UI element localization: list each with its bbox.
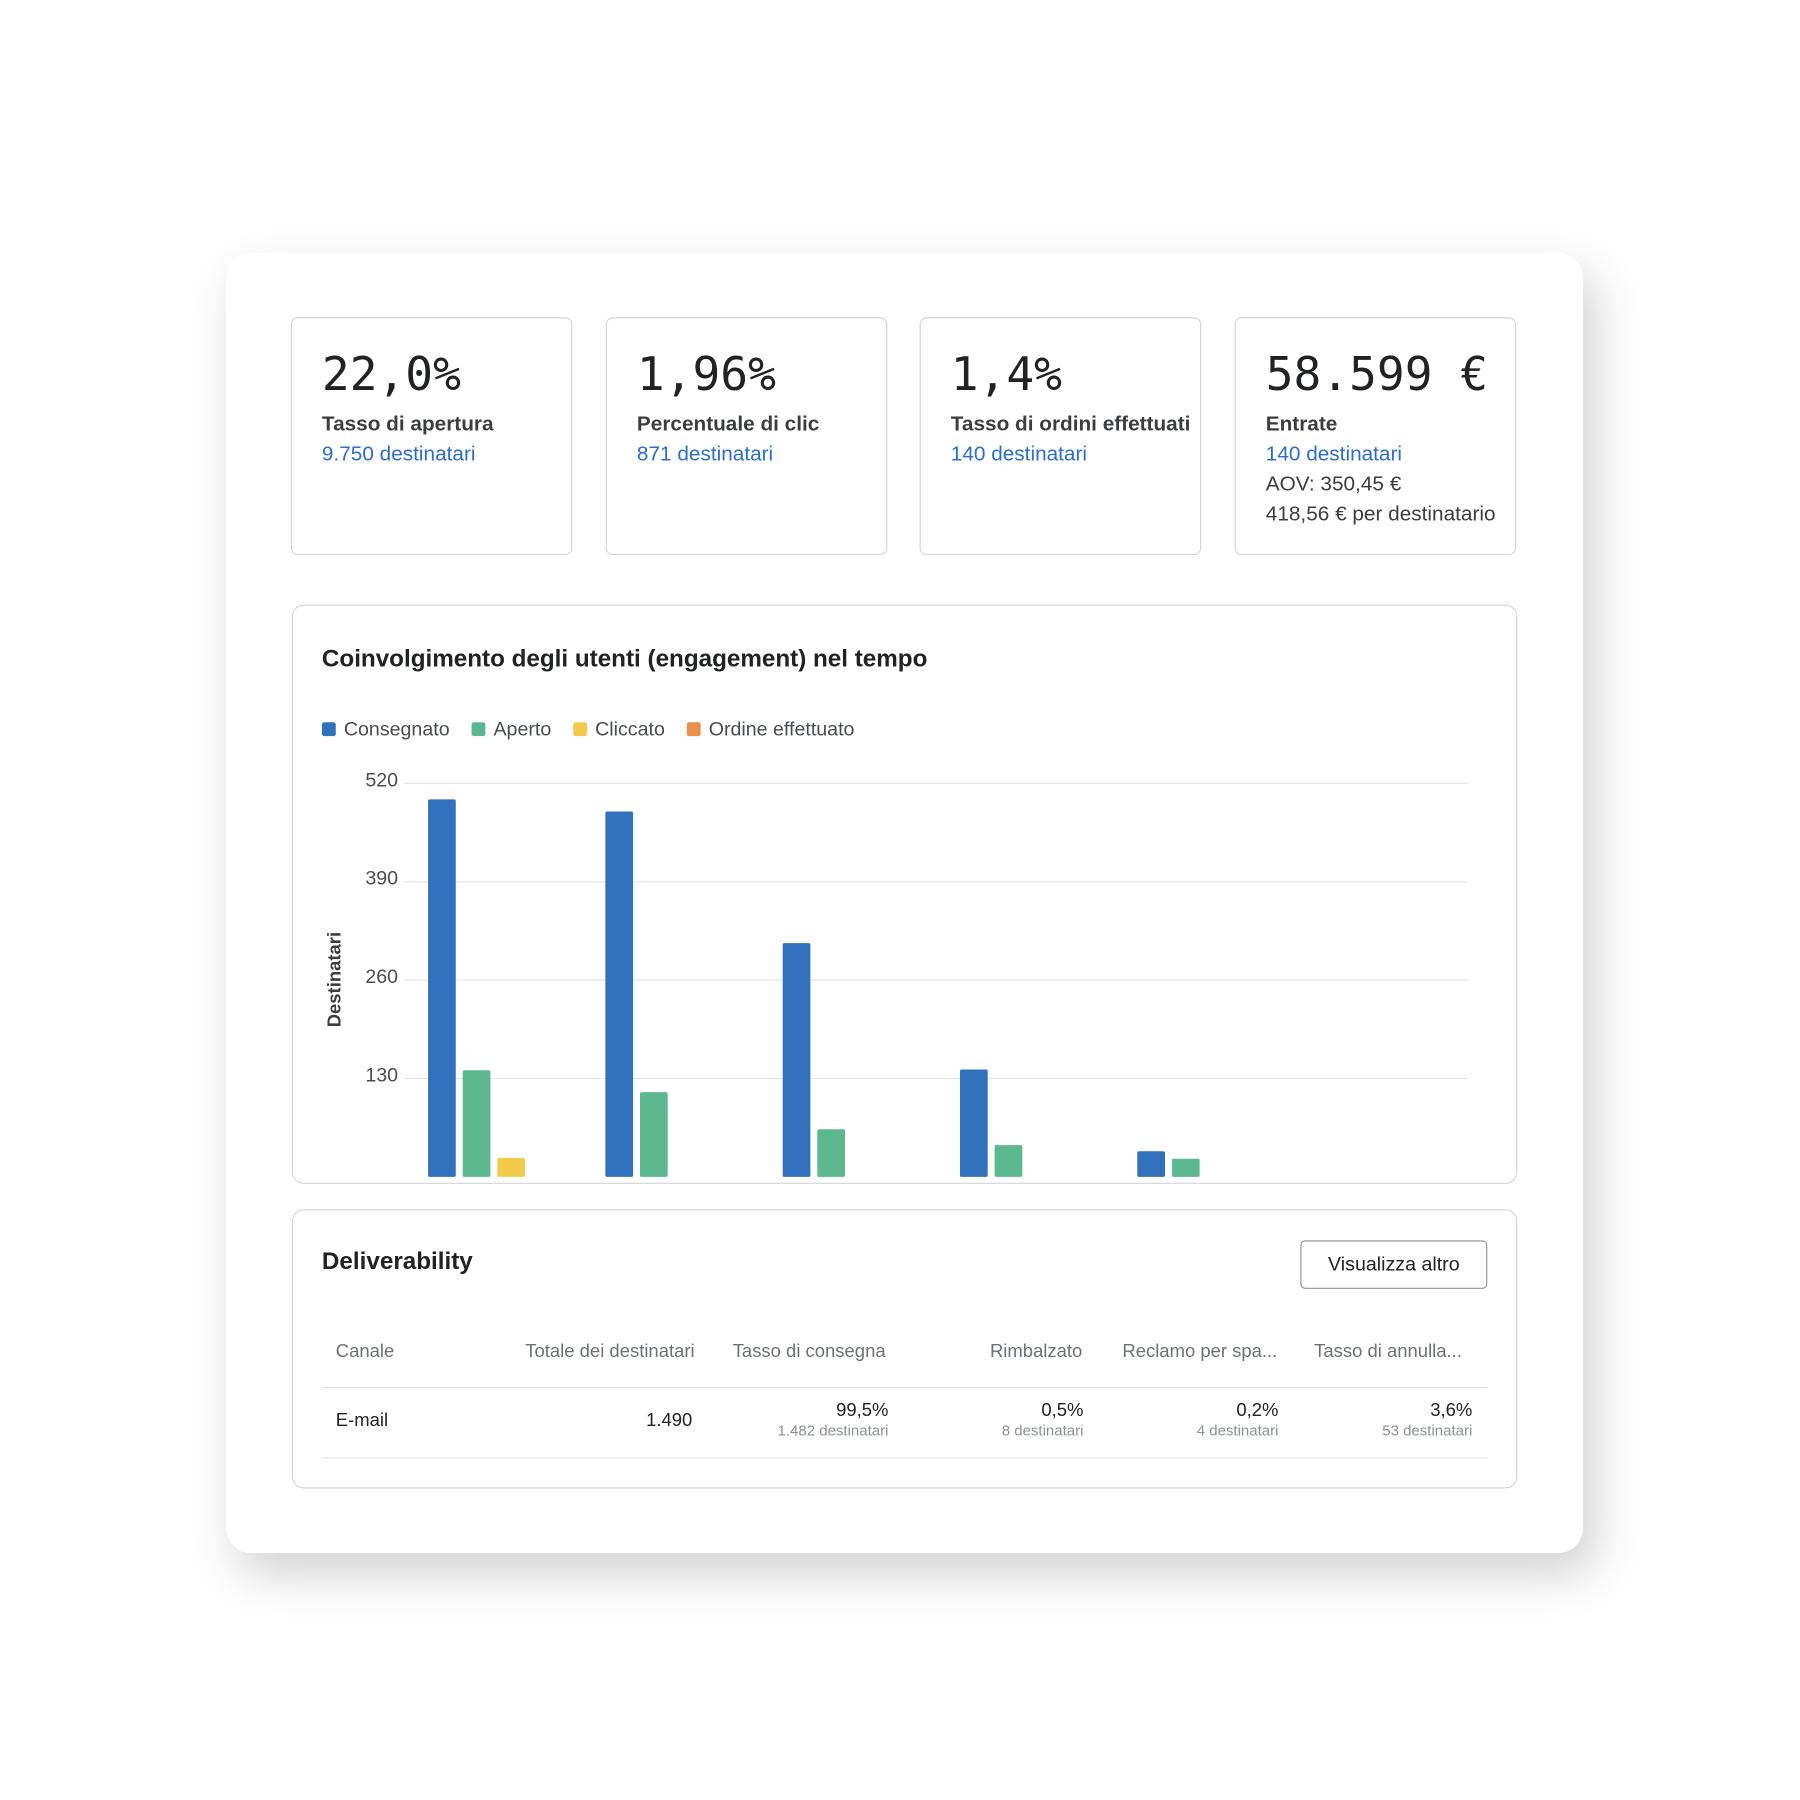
metric-card: 58.599 € Entrate 140 destinatari AOV: 35… [1234, 317, 1517, 555]
chart-title: Coinvolgimento degli utenti (engagement)… [321, 645, 926, 672]
metric-link[interactable]: 140 destinatari [950, 441, 1088, 465]
y-tick-label: 260 [365, 965, 398, 987]
chart-card: Coinvolgimento degli utenti (engagement)… [291, 604, 1518, 1184]
bar [462, 1069, 490, 1177]
metric-value: 1,96% [636, 348, 776, 402]
section-title: Deliverability [321, 1248, 473, 1275]
legend-label: Cliccato [595, 718, 665, 740]
metric-value: 1,4% [950, 348, 1062, 402]
bar [1171, 1158, 1200, 1177]
metric-card: 1,4% Tasso di ordini effettuati 140 dest… [919, 317, 1202, 555]
column-header: Tasso di annulla... [1314, 1341, 1462, 1362]
legend-label: Ordine effettuato [708, 718, 854, 740]
metric-value: 58.599 € [1265, 348, 1489, 402]
metric-label: Tasso di apertura [321, 411, 494, 435]
column-header: Reclamo per spa... [1122, 1341, 1278, 1362]
cell: 0,2% 4 destinatari [1197, 1401, 1279, 1439]
metric-detail: AOV: 350,45 € [1265, 471, 1402, 495]
metric-link[interactable]: 140 destinatari [1265, 441, 1403, 465]
metric-link[interactable]: 871 destinatari [636, 441, 774, 465]
deliverability-card [291, 1209, 1518, 1489]
y-tick-label: 520 [365, 769, 398, 791]
metric-card: 1,96% Percentuale di clic 871 destinatar… [605, 317, 888, 555]
bar [496, 1157, 525, 1177]
legend-swatch [321, 721, 336, 736]
metric-label: Percentuale di clic [636, 411, 820, 435]
metric-detail: 418,56 € per destinatario [1265, 501, 1496, 525]
divider [321, 1386, 1488, 1389]
cell: E-mail [335, 1411, 389, 1431]
column-header: Totale dei destinatari [525, 1341, 695, 1362]
bar [604, 810, 633, 1177]
view-more-button[interactable]: Visualizza altro [1300, 1240, 1488, 1289]
legend-swatch [686, 721, 701, 736]
cell-value: 99,5% [836, 1400, 889, 1421]
cell-sub: 53 destinatari [1382, 1421, 1473, 1439]
metric-link[interactable]: 9.750 destinatari [321, 441, 476, 465]
cell: 1.490 [646, 1411, 693, 1431]
y-tick-label: 130 [365, 1064, 398, 1086]
legend-label: Consegnato [343, 718, 449, 740]
cell-value: 0,5% [1041, 1400, 1084, 1421]
divider [321, 1457, 1488, 1459]
bar [1136, 1150, 1165, 1177]
y-axis-label: Destinatari [323, 931, 344, 1026]
cell-value: 0,2% [1236, 1400, 1279, 1421]
y-tick-label: 390 [365, 867, 398, 889]
legend-label: Aperto [493, 718, 551, 740]
bar [959, 1068, 988, 1177]
bar [427, 798, 456, 1177]
legend-swatch [572, 721, 587, 736]
column-header: Tasso di consegna [732, 1341, 886, 1362]
bar [994, 1144, 1022, 1177]
metric-label: Tasso di ordini effettuati [950, 411, 1191, 435]
cell-sub: 1.482 destinatari [777, 1421, 889, 1439]
cell-sub: 8 destinatari [1001, 1421, 1084, 1439]
cell: 3,6% 53 destinatari [1382, 1401, 1472, 1439]
column-header: Rimbalzato [989, 1341, 1083, 1362]
bar [782, 942, 810, 1177]
legend-swatch [470, 721, 485, 736]
chart: Coinvolgimento degli utenti (engagement)… [321, 645, 1468, 1177]
cell: 99,5% 1.482 destinatari [778, 1401, 889, 1439]
cell-sub: 4 destinatari [1196, 1421, 1279, 1439]
cell: 0,5% 8 destinatari [1002, 1401, 1084, 1439]
bar [816, 1128, 845, 1177]
column-header: Canale [335, 1341, 395, 1362]
bar [639, 1091, 668, 1177]
metric-value: 22,0% [321, 348, 461, 402]
cell-value: 3,6% [1430, 1400, 1473, 1421]
metric-label: Entrate [1265, 411, 1338, 435]
metric-card: 22,0% Tasso di apertura 9.750 destinatar… [290, 317, 573, 555]
